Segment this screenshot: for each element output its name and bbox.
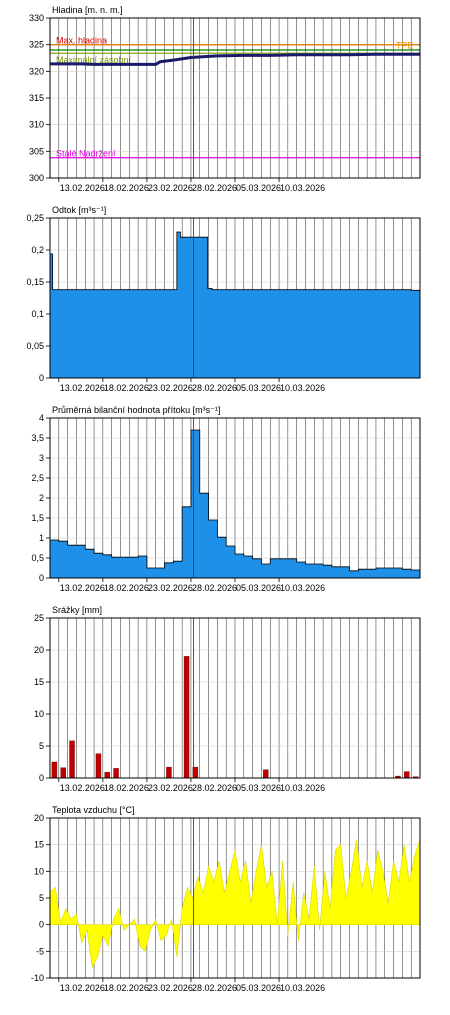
area-fill (49, 839, 421, 969)
bar (95, 753, 102, 779)
x-tick-label: 18.02.2026 (104, 383, 149, 393)
y-tick-label: 0 (39, 573, 44, 583)
y-tick-label: 0,05 (26, 341, 44, 351)
y-tick-label: 0 (39, 373, 44, 383)
bar (263, 769, 269, 779)
chart-title: Hladina [m. n. m.] (52, 5, 123, 15)
y-tick-label: 2,5 (31, 473, 44, 483)
x-tick-label: 05.03.2026 (236, 383, 281, 393)
x-tick-label: 13.02.2026 (60, 383, 105, 393)
y-tick-label: 20 (34, 813, 44, 823)
ref-line-label: Maximální zásobní (56, 55, 132, 65)
x-tick-label: 28.02.2026 (192, 783, 237, 793)
bar (51, 761, 58, 779)
x-tick-label: 05.03.2026 (236, 983, 281, 993)
y-tick-label: 3 (39, 453, 44, 463)
ref-line-label: TPE (396, 41, 414, 51)
bar (166, 766, 172, 779)
x-tick-label: 28.02.2026 (192, 583, 237, 593)
y-tick-label: 310 (29, 120, 44, 130)
x-tick-label: 23.02.2026 (148, 583, 193, 593)
chart-title: Teplota vzduchu [°C] (52, 805, 135, 815)
x-tick-label: 23.02.2026 (148, 383, 193, 393)
y-tick-label: 15 (34, 840, 44, 850)
y-tick-label: -5 (36, 946, 44, 956)
y-tick-label: 0,2 (31, 245, 44, 255)
x-tick-label: 10.03.2026 (280, 383, 325, 393)
x-tick-label: 23.02.2026 (148, 783, 193, 793)
x-tick-label: 23.02.2026 (148, 983, 193, 993)
x-tick-label: 28.02.2026 (192, 183, 237, 193)
y-tick-label: 10 (34, 866, 44, 876)
chart-panel-3: Srážky [mm] 0 5 10 15 20 25 13.02.2026 18.02.202… (34, 605, 421, 793)
chart-title: Průměrná bilanční hodnota přítoku [m³s⁻¹… (52, 405, 220, 415)
y-tick-label: 315 (29, 93, 44, 103)
x-tick-label: 28.02.2026 (192, 983, 237, 993)
x-tick-label: 10.03.2026 (280, 783, 325, 793)
chart-panel-2: Průměrná bilanční hodnota přítoku [m³s⁻¹… (31, 405, 421, 593)
x-tick-label: 13.02.2026 (60, 583, 105, 593)
ref-line-label: Stálé Nadržení (56, 149, 116, 159)
x-tick-label: 05.03.2026 (236, 583, 281, 593)
y-tick-label: 1,5 (31, 513, 44, 523)
x-tick-label: 13.02.2026 (60, 983, 105, 993)
chart-panel-0: Hladina [m. n. m.] Max. hladina TPE Maximál… (29, 5, 421, 193)
bar (183, 656, 190, 779)
y-tick-label: 300 (29, 173, 44, 183)
y-tick-label: 15 (34, 677, 44, 687)
x-tick-label: 28.02.2026 (192, 383, 237, 393)
y-tick-label: 320 (29, 66, 44, 76)
y-tick-label: 10 (34, 709, 44, 719)
y-tick-label: -10 (31, 973, 44, 983)
x-tick-label: 13.02.2026 (60, 783, 105, 793)
x-tick-label: 10.03.2026 (280, 183, 325, 193)
chart-panel-4: Teplota vzduchu [°C] -10 -5 0 5 10 15 20 13.02.2… (31, 805, 421, 993)
x-tick-label: 05.03.2026 (236, 183, 281, 193)
y-tick-label: 0 (39, 773, 44, 783)
y-tick-label: 3,5 (31, 433, 44, 443)
bar (404, 771, 410, 779)
y-tick-label: 1 (39, 533, 44, 543)
y-tick-label: 0,5 (31, 553, 44, 563)
ref-line-label: Max. hladina (56, 36, 107, 46)
bar (60, 767, 66, 779)
area-fill (49, 429, 421, 579)
y-tick-label: 5 (39, 893, 44, 903)
chart-panel-1: Odtok [m³s⁻¹] 0 0,05 0,1 0,15 0,2 0,25 13.02.20… (26, 205, 421, 393)
y-tick-label: 2 (39, 493, 44, 503)
x-tick-label: 10.03.2026 (280, 983, 325, 993)
y-tick-label: 0,15 (26, 277, 44, 287)
y-tick-label: 325 (29, 40, 44, 50)
bar (104, 772, 110, 779)
y-tick-label: 0 (39, 920, 44, 930)
x-tick-label: 18.02.2026 (104, 583, 149, 593)
y-tick-label: 0,1 (31, 309, 44, 319)
y-tick-label: 0,25 (26, 213, 44, 223)
x-tick-label: 23.02.2026 (148, 183, 193, 193)
y-tick-label: 25 (34, 613, 44, 623)
x-tick-label: 05.03.2026 (236, 783, 281, 793)
bar (113, 768, 119, 779)
y-tick-label: 5 (39, 741, 44, 751)
series-line (50, 52, 420, 66)
area-fill (49, 231, 421, 379)
x-tick-label: 10.03.2026 (280, 583, 325, 593)
x-tick-label: 18.02.2026 (104, 783, 149, 793)
y-tick-label: 20 (34, 645, 44, 655)
chart-title: Odtok [m³s⁻¹] (52, 205, 106, 215)
x-tick-label: 13.02.2026 (60, 183, 105, 193)
y-tick-label: 4 (39, 413, 44, 423)
y-tick-label: 305 (29, 146, 44, 156)
y-tick-label: 330 (29, 13, 44, 23)
bar (69, 740, 75, 779)
chart-title: Srážky [mm] (52, 605, 102, 615)
x-tick-label: 18.02.2026 (104, 983, 149, 993)
x-tick-label: 18.02.2026 (104, 183, 149, 193)
